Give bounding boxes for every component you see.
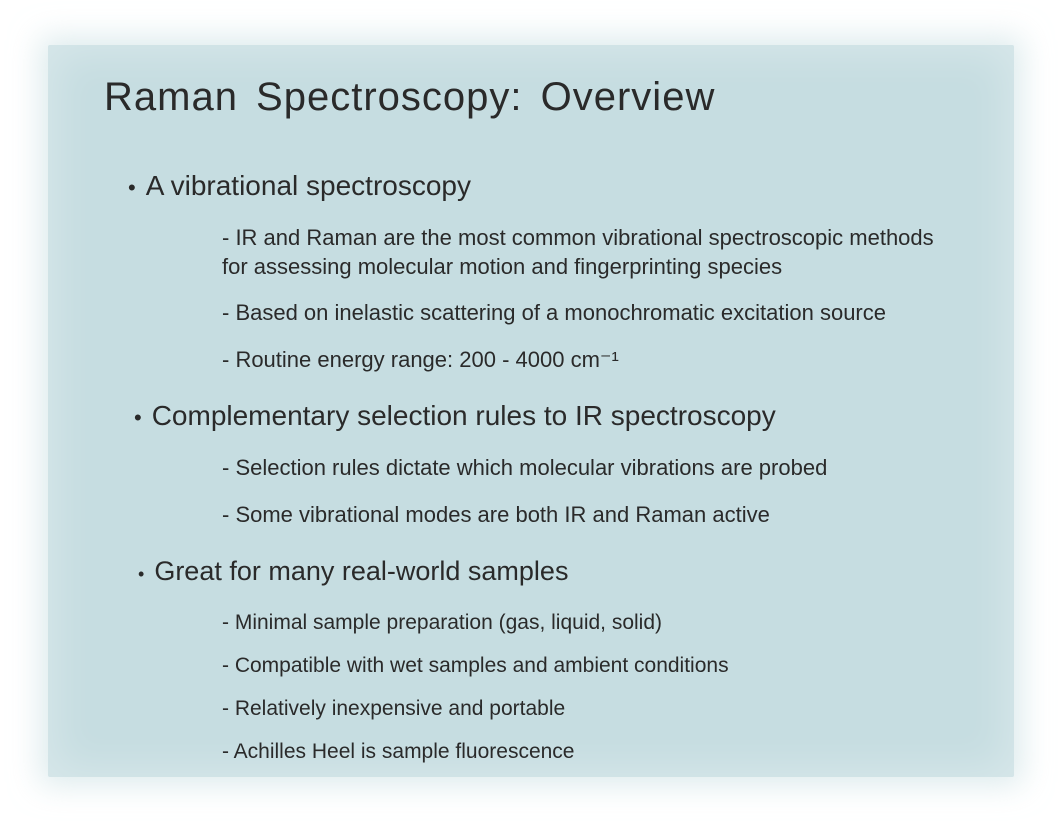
sub-item: - Compatible with wet samples and ambien… <box>222 652 964 679</box>
sub-items-1: - IR and Raman are the most common vibra… <box>222 224 964 374</box>
section-2: • Complementary selection rules to IR sp… <box>104 400 964 529</box>
bullet-dot-icon: • <box>128 177 136 199</box>
sub-item: - Based on inelastic scattering of a mon… <box>222 299 964 328</box>
bullet-text-1: A vibrational spectroscopy <box>146 170 471 202</box>
sub-item: - Relatively inexpensive and portable <box>222 695 964 722</box>
section-3: • Great for many real-world samples - Mi… <box>104 556 964 766</box>
sub-items-3: - Minimal sample preparation (gas, liqui… <box>222 609 964 766</box>
bullet-dot-icon: • <box>138 565 144 583</box>
sub-item: - Routine energy range: 200 - 4000 cm⁻¹ <box>222 346 964 375</box>
sub-item: - IR and Raman are the most common vibra… <box>222 224 964 281</box>
sub-item: - Some vibrational modes are both IR and… <box>222 501 964 530</box>
sub-item: - Achilles Heel is sample fluorescence <box>222 738 964 765</box>
section-1: • A vibrational spectroscopy - IR and Ra… <box>104 170 964 374</box>
bullet-text-3: Great for many real-world samples <box>154 556 568 587</box>
sub-item: - Selection rules dictate which molecula… <box>222 454 964 483</box>
bullet-main-2: • Complementary selection rules to IR sp… <box>134 400 964 432</box>
sub-item: - Minimal sample preparation (gas, liqui… <box>222 609 964 636</box>
bullet-text-2: Complementary selection rules to IR spec… <box>152 400 776 432</box>
bullet-main-1: • A vibrational spectroscopy <box>128 170 964 202</box>
bullet-dot-icon: • <box>134 407 142 429</box>
slide-container: Raman Spectroscopy: Overview • A vibrati… <box>48 45 1014 777</box>
bullet-main-3: • Great for many real-world samples <box>138 556 964 587</box>
slide-title: Raman Spectroscopy: Overview <box>104 75 964 120</box>
sub-items-2: - Selection rules dictate which molecula… <box>222 454 964 529</box>
